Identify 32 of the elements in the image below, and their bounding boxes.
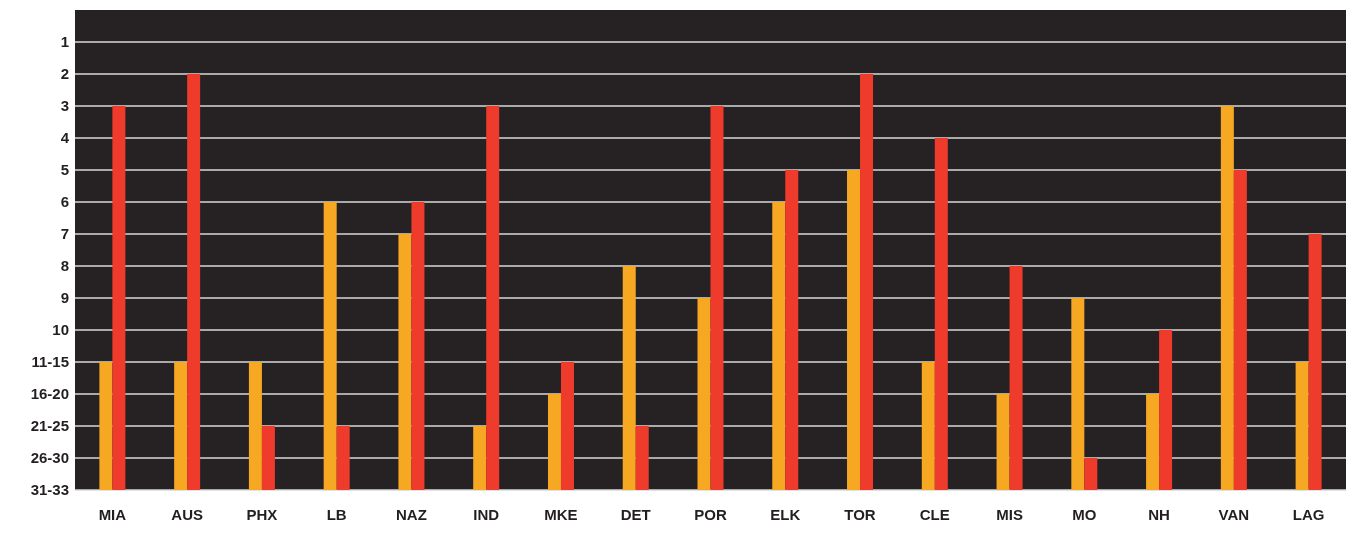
- y-tick-label: 10: [52, 321, 69, 339]
- x-tick-label: MIA: [98, 506, 127, 523]
- x-tick-label: DET: [620, 506, 651, 523]
- x-tick-label: TOR: [844, 506, 876, 523]
- y-tick-label: 8: [60, 257, 69, 275]
- y-tick-label: 3: [60, 97, 69, 115]
- x-tick-label: MKE: [544, 506, 578, 523]
- y-tick-label: 7: [60, 225, 69, 243]
- x-tick-label: PHX: [246, 506, 278, 523]
- y-tick-label: 9: [60, 289, 69, 307]
- x-tick-label: POR: [694, 506, 727, 523]
- x-tick-label: CLE: [919, 506, 950, 523]
- x-tick-label: NAZ: [396, 506, 427, 523]
- x-tick-label: NH: [1148, 506, 1170, 523]
- x-tick-label: MO: [1072, 506, 1097, 523]
- y-tick-label: 21-25: [30, 417, 69, 435]
- x-tick-label: IND: [473, 506, 500, 523]
- y-tick-label: 26-30: [30, 449, 69, 467]
- x-tick-label: ELK: [770, 506, 801, 523]
- y-tick-label: 5: [60, 161, 69, 179]
- y-tick-label: 31-33: [30, 481, 69, 499]
- y-tick-label: 2: [60, 65, 69, 83]
- x-tick-label: MIS: [996, 506, 1023, 523]
- y-tick-label: 16-20: [30, 385, 69, 403]
- x-tick-label: LAG: [1292, 506, 1325, 523]
- y-tick-label: 11-15: [31, 353, 69, 371]
- y-tick-label: 1: [60, 33, 69, 51]
- y-tick-label: 6: [60, 193, 69, 211]
- x-tick-label: VAN: [1218, 506, 1250, 523]
- x-tick-label: AUS: [171, 506, 203, 523]
- y-tick-label: 4: [60, 129, 70, 147]
- x-tick-label: LB: [326, 506, 347, 523]
